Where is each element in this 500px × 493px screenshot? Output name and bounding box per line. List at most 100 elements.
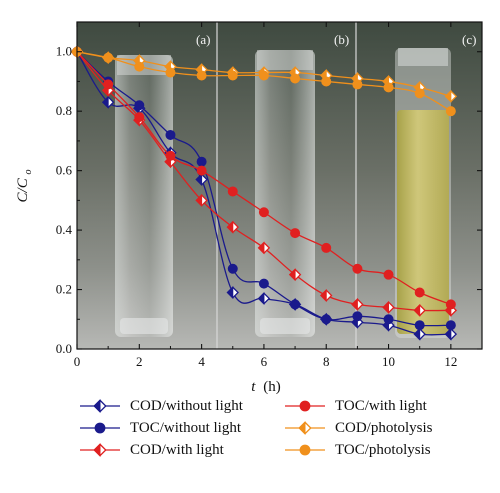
y-tick-label: 0.2 bbox=[56, 282, 72, 297]
data-point-6-2 bbox=[103, 52, 114, 63]
y-tick-label: 0.4 bbox=[56, 222, 73, 237]
data-point-4-5 bbox=[196, 165, 207, 176]
legend-label-2: TOC/without light bbox=[130, 419, 241, 436]
data-point-4-10 bbox=[352, 263, 363, 274]
data-point-6-12 bbox=[414, 88, 425, 99]
data-point-3-8 bbox=[288, 268, 302, 282]
data-point-4-13 bbox=[445, 299, 456, 310]
data-point-3-12 bbox=[413, 303, 426, 317]
axes-layer: 0 2 4 6 8 10 12 0.0 0.2 0.4 0.6 0.8 1.0 bbox=[56, 21, 483, 369]
vial-b bbox=[255, 50, 315, 337]
legend-swatch-3 bbox=[80, 443, 120, 457]
x-tick-label: 6 bbox=[261, 354, 268, 369]
data-point-4-2 bbox=[103, 79, 114, 90]
legend-item-2: TOC/without light bbox=[78, 417, 241, 439]
data-point-4-8 bbox=[290, 228, 301, 239]
data-point-6-13 bbox=[445, 106, 456, 117]
data-point-4-4 bbox=[165, 150, 176, 161]
data-point-6-7 bbox=[258, 70, 269, 81]
data-point-1-5 bbox=[195, 173, 208, 187]
data-point-1-13 bbox=[444, 327, 458, 341]
legend-marker-3 bbox=[93, 443, 107, 457]
y-tick-label: 1.0 bbox=[56, 44, 72, 59]
data-point-2-3 bbox=[134, 100, 145, 111]
legend-label-4: TOC/with light bbox=[335, 397, 427, 414]
series-layer bbox=[70, 45, 458, 341]
legend-marker-6 bbox=[299, 444, 311, 456]
data-point-3-5 bbox=[195, 193, 208, 207]
data-point-1-6 bbox=[226, 286, 239, 300]
data-point-6-5 bbox=[196, 70, 207, 81]
series-4 bbox=[72, 46, 456, 310]
chart: (a) (b) (c) 0 2 4 6 8 10 120.00.20.40.60.81.0 … bbox=[15, 21, 483, 395]
y-tick-label: 0.8 bbox=[56, 103, 72, 118]
legend-item-4: TOC/with light bbox=[283, 395, 427, 417]
y-axis-label-var: C/C bbox=[15, 177, 31, 202]
data-point-6-3 bbox=[134, 61, 145, 72]
panel-label-b: (b) bbox=[334, 32, 349, 47]
data-point-4-12 bbox=[414, 287, 425, 298]
legend-item-3: COD/with light bbox=[78, 439, 224, 461]
series-6 bbox=[72, 46, 456, 117]
legend-marker-2 bbox=[94, 422, 106, 434]
data-point-1-7 bbox=[257, 291, 271, 305]
data-point-2-5 bbox=[196, 156, 207, 167]
legend-swatch-2 bbox=[80, 422, 120, 434]
legend-item-6: TOC/photolysis bbox=[283, 439, 431, 461]
data-point-2-10 bbox=[352, 311, 363, 322]
x-tick-label: 2 bbox=[136, 354, 143, 369]
x-axis-label-var: t bbox=[251, 379, 256, 395]
data-point-2-9 bbox=[321, 314, 332, 325]
data-point-4-6 bbox=[227, 186, 238, 197]
x-axis-label: t (h) bbox=[251, 379, 280, 395]
legend-item-1: COD/without light bbox=[78, 395, 243, 417]
y-axis-label: C/C o bbox=[15, 170, 34, 203]
x-tick-label: 12 bbox=[444, 354, 457, 369]
legend-label-3: COD/with light bbox=[130, 441, 224, 458]
legend-label-1: COD/without light bbox=[130, 397, 243, 414]
x-tick-label: 10 bbox=[382, 354, 395, 369]
legend-label-6: TOC/photolysis bbox=[335, 441, 431, 458]
data-point-3-11 bbox=[382, 300, 395, 314]
legend-marker-5 bbox=[298, 421, 312, 435]
legend-swatch-4 bbox=[285, 400, 325, 412]
data-point-1-2 bbox=[101, 95, 115, 109]
legend-marker-4 bbox=[299, 400, 311, 412]
data-point-1-12 bbox=[413, 327, 426, 341]
vial-c bbox=[395, 48, 451, 338]
data-point-6-11 bbox=[383, 82, 394, 93]
data-point-2-7 bbox=[258, 278, 269, 289]
data-point-4-11 bbox=[383, 269, 394, 280]
y-tick-label: 0.6 bbox=[56, 163, 73, 178]
panel-label-a: (a) bbox=[196, 32, 210, 47]
legend: COD/without light TOC/without light COD/wi… bbox=[78, 395, 498, 485]
y-axis-label-sub: o bbox=[23, 170, 34, 175]
data-point-6-6 bbox=[227, 70, 238, 81]
data-point-4-3 bbox=[134, 112, 145, 123]
data-point-4-9 bbox=[321, 242, 332, 253]
legend-label-5: COD/photolysis bbox=[335, 419, 433, 436]
series-2 bbox=[72, 46, 456, 331]
data-point-2-6 bbox=[227, 263, 238, 274]
data-point-2-12 bbox=[414, 320, 425, 331]
legend-swatch-6 bbox=[285, 444, 325, 456]
data-point-6-4 bbox=[165, 67, 176, 78]
x-tick-label: 8 bbox=[323, 354, 330, 369]
data-point-3-6 bbox=[226, 220, 239, 234]
data-point-3-9 bbox=[320, 288, 333, 302]
data-point-2-4 bbox=[165, 129, 176, 140]
y-tick-label: 0.0 bbox=[56, 341, 72, 356]
legend-marker-1 bbox=[93, 399, 107, 413]
panel-label-c: (c) bbox=[462, 32, 476, 47]
data-point-2-11 bbox=[383, 314, 394, 325]
x-tick-label: 4 bbox=[198, 354, 205, 369]
legend-swatch-1 bbox=[80, 399, 120, 413]
legend-swatch-5 bbox=[285, 421, 325, 435]
x-tick-label: 0 bbox=[74, 354, 81, 369]
data-point-4-7 bbox=[258, 207, 269, 218]
vial-a bbox=[115, 55, 173, 337]
data-point-2-13 bbox=[445, 320, 456, 331]
data-point-3-7 bbox=[257, 241, 271, 255]
data-point-6-10 bbox=[352, 79, 363, 90]
legend-item-5: COD/photolysis bbox=[283, 417, 433, 439]
